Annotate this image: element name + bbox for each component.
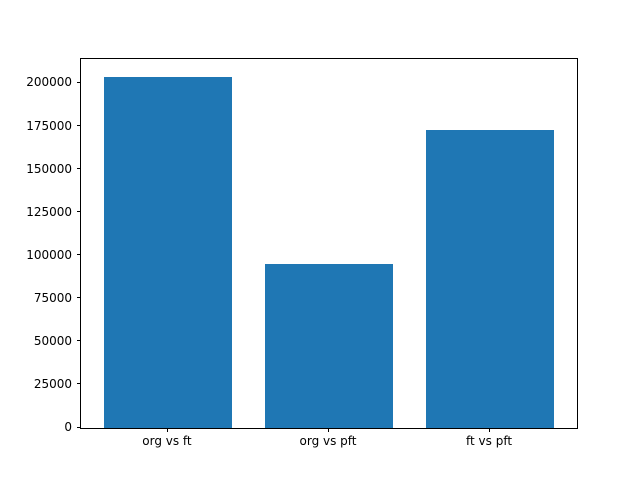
y-tick-mark: [77, 211, 81, 213]
y-tick-label: 175000: [26, 118, 72, 133]
bar-org-vs-pft: [264, 264, 394, 428]
x-tick-mark: [166, 428, 168, 432]
y-tick-label: 100000: [26, 247, 72, 262]
plot-area: [80, 58, 578, 429]
x-tick-label: ft vs pft: [466, 434, 513, 448]
y-tick-label: 0: [64, 420, 72, 434]
y-tick-mark: [77, 125, 81, 127]
y-tick-mark: [77, 81, 81, 83]
x-tick-label: org vs pft: [299, 434, 357, 448]
y-tick-label: 200000: [26, 75, 72, 90]
y-tick-mark: [77, 168, 81, 170]
y-tick-label: 150000: [26, 161, 72, 176]
bar-org-vs-ft: [103, 76, 233, 428]
y-tick-mark: [77, 340, 81, 342]
y-tick-label: 25000: [33, 376, 72, 391]
bar-ft-vs-pft: [425, 129, 555, 428]
y-tick-label: 125000: [26, 204, 72, 219]
y-tick-label: 75000: [33, 290, 72, 305]
y-tick-label: 50000: [33, 333, 72, 348]
x-tick-mark: [328, 428, 329, 432]
y-tick-mark: [77, 383, 81, 385]
y-tick-mark: [77, 426, 81, 428]
x-tick-label: org vs ft: [142, 434, 192, 448]
y-tick-mark: [77, 297, 81, 299]
x-tick-mark: [489, 428, 491, 432]
y-tick-mark: [77, 254, 81, 256]
